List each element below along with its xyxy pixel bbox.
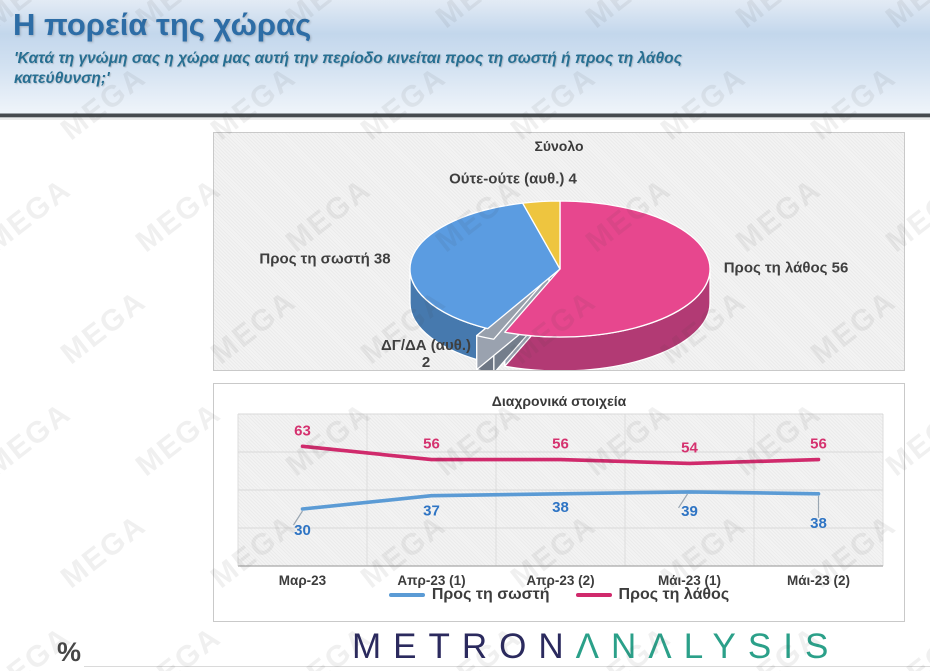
pie-panel: Σύνολο Προς τη λάθος 56 ΔΓ/ΔΑ (αυθ.) 2 Πρ… — [213, 132, 905, 371]
svg-text:38: 38 — [552, 499, 569, 516]
metron-analysis-logo: METRONΛNΛLYSIS — [352, 627, 840, 667]
mega-watermark: MEGA — [879, 620, 930, 671]
mega-watermark: MEGA — [54, 284, 153, 371]
line-chart-title: Διαχρονικά στοιχεία — [491, 393, 627, 409]
header: Η πορεία της χώρας 'Κατά τη γνώμη σας η … — [0, 0, 930, 113]
line-panel: Διαχρονικά στοιχεία 30 37 38 39 38 63 56 56 54 56… — [213, 383, 905, 622]
svg-text:56: 56 — [810, 436, 827, 453]
mega-watermark: MEGA — [0, 172, 78, 259]
x-tick-label: Μάι-23 (2) — [786, 573, 851, 588]
svg-text:30: 30 — [294, 522, 311, 539]
svg-text:37: 37 — [423, 503, 440, 520]
page-subtitle: 'Κατά τη γνώμη σας η χώρα μας αυτή την π… — [14, 49, 682, 89]
mega-watermark: MEGA — [0, 396, 78, 483]
x-tick-label: Μάι-23 (1) — [657, 573, 722, 588]
legend-label: Προς τη σωστή — [431, 586, 550, 603]
line-chart: 30 37 38 39 38 63 56 56 54 56 — [237, 413, 884, 567]
page-subtitle-line2: κατεύθυνση;' — [14, 70, 110, 87]
pink-line-swatch — [575, 593, 612, 597]
legend-label: Προς τη λάθος — [618, 586, 730, 603]
mega-watermark: MEGA — [54, 508, 153, 595]
pie-chart-title: Σύνολο — [534, 138, 584, 154]
page-title: Η πορεία της χώρας — [13, 7, 312, 42]
pie-label-oute-oute: Ούτε-ούτε (αυθ.) 4 — [449, 170, 577, 188]
x-tick-label: Απρ-23 (2) — [526, 573, 595, 588]
x-tick-label: Απρ-23 (1) — [397, 573, 466, 588]
mega-watermark: MEGA — [129, 620, 228, 671]
svg-text:39: 39 — [681, 503, 698, 520]
logo-metron-text: METRON — [352, 627, 576, 666]
legend-item-pros-ti-lathos: Προς τη λάθος — [575, 586, 730, 604]
svg-text:63: 63 — [294, 422, 311, 439]
pie-label-pros-ti-sosti: Προς τη σωστή 38 — [259, 250, 391, 268]
header-divider — [0, 113, 930, 120]
svg-text:56: 56 — [423, 436, 440, 453]
svg-text:38: 38 — [810, 515, 827, 532]
pie-chart — [409, 200, 711, 370]
logo-analysis-text: ΛNΛLYSIS — [575, 627, 841, 666]
svg-text:54: 54 — [681, 439, 698, 456]
x-tick-label: Μαρ-23 — [278, 573, 327, 588]
pie-label-pros-ti-lathos: Προς τη λάθος 56 — [723, 259, 849, 277]
svg-text:56: 56 — [552, 436, 569, 453]
percent-label: % — [57, 637, 82, 667]
pie-label-dg-da: ΔΓ/ΔΑ (αυθ.) 2 — [381, 337, 471, 371]
bottom-divider — [84, 666, 930, 667]
x-axis-labels: Μαρ-23 Απρ-23 (1) Απρ-23 (2) Μάι-23 (1) … — [238, 573, 883, 588]
blue-line-swatch — [388, 593, 425, 597]
legend: Προς τη σωστή Προς τη λάθος — [214, 586, 904, 604]
page-subtitle-line1: 'Κατά τη γνώμη σας η χώρα μας αυτή την π… — [14, 50, 682, 67]
legend-item-pros-ti-sosti: Προς τη σωστή — [388, 586, 550, 604]
